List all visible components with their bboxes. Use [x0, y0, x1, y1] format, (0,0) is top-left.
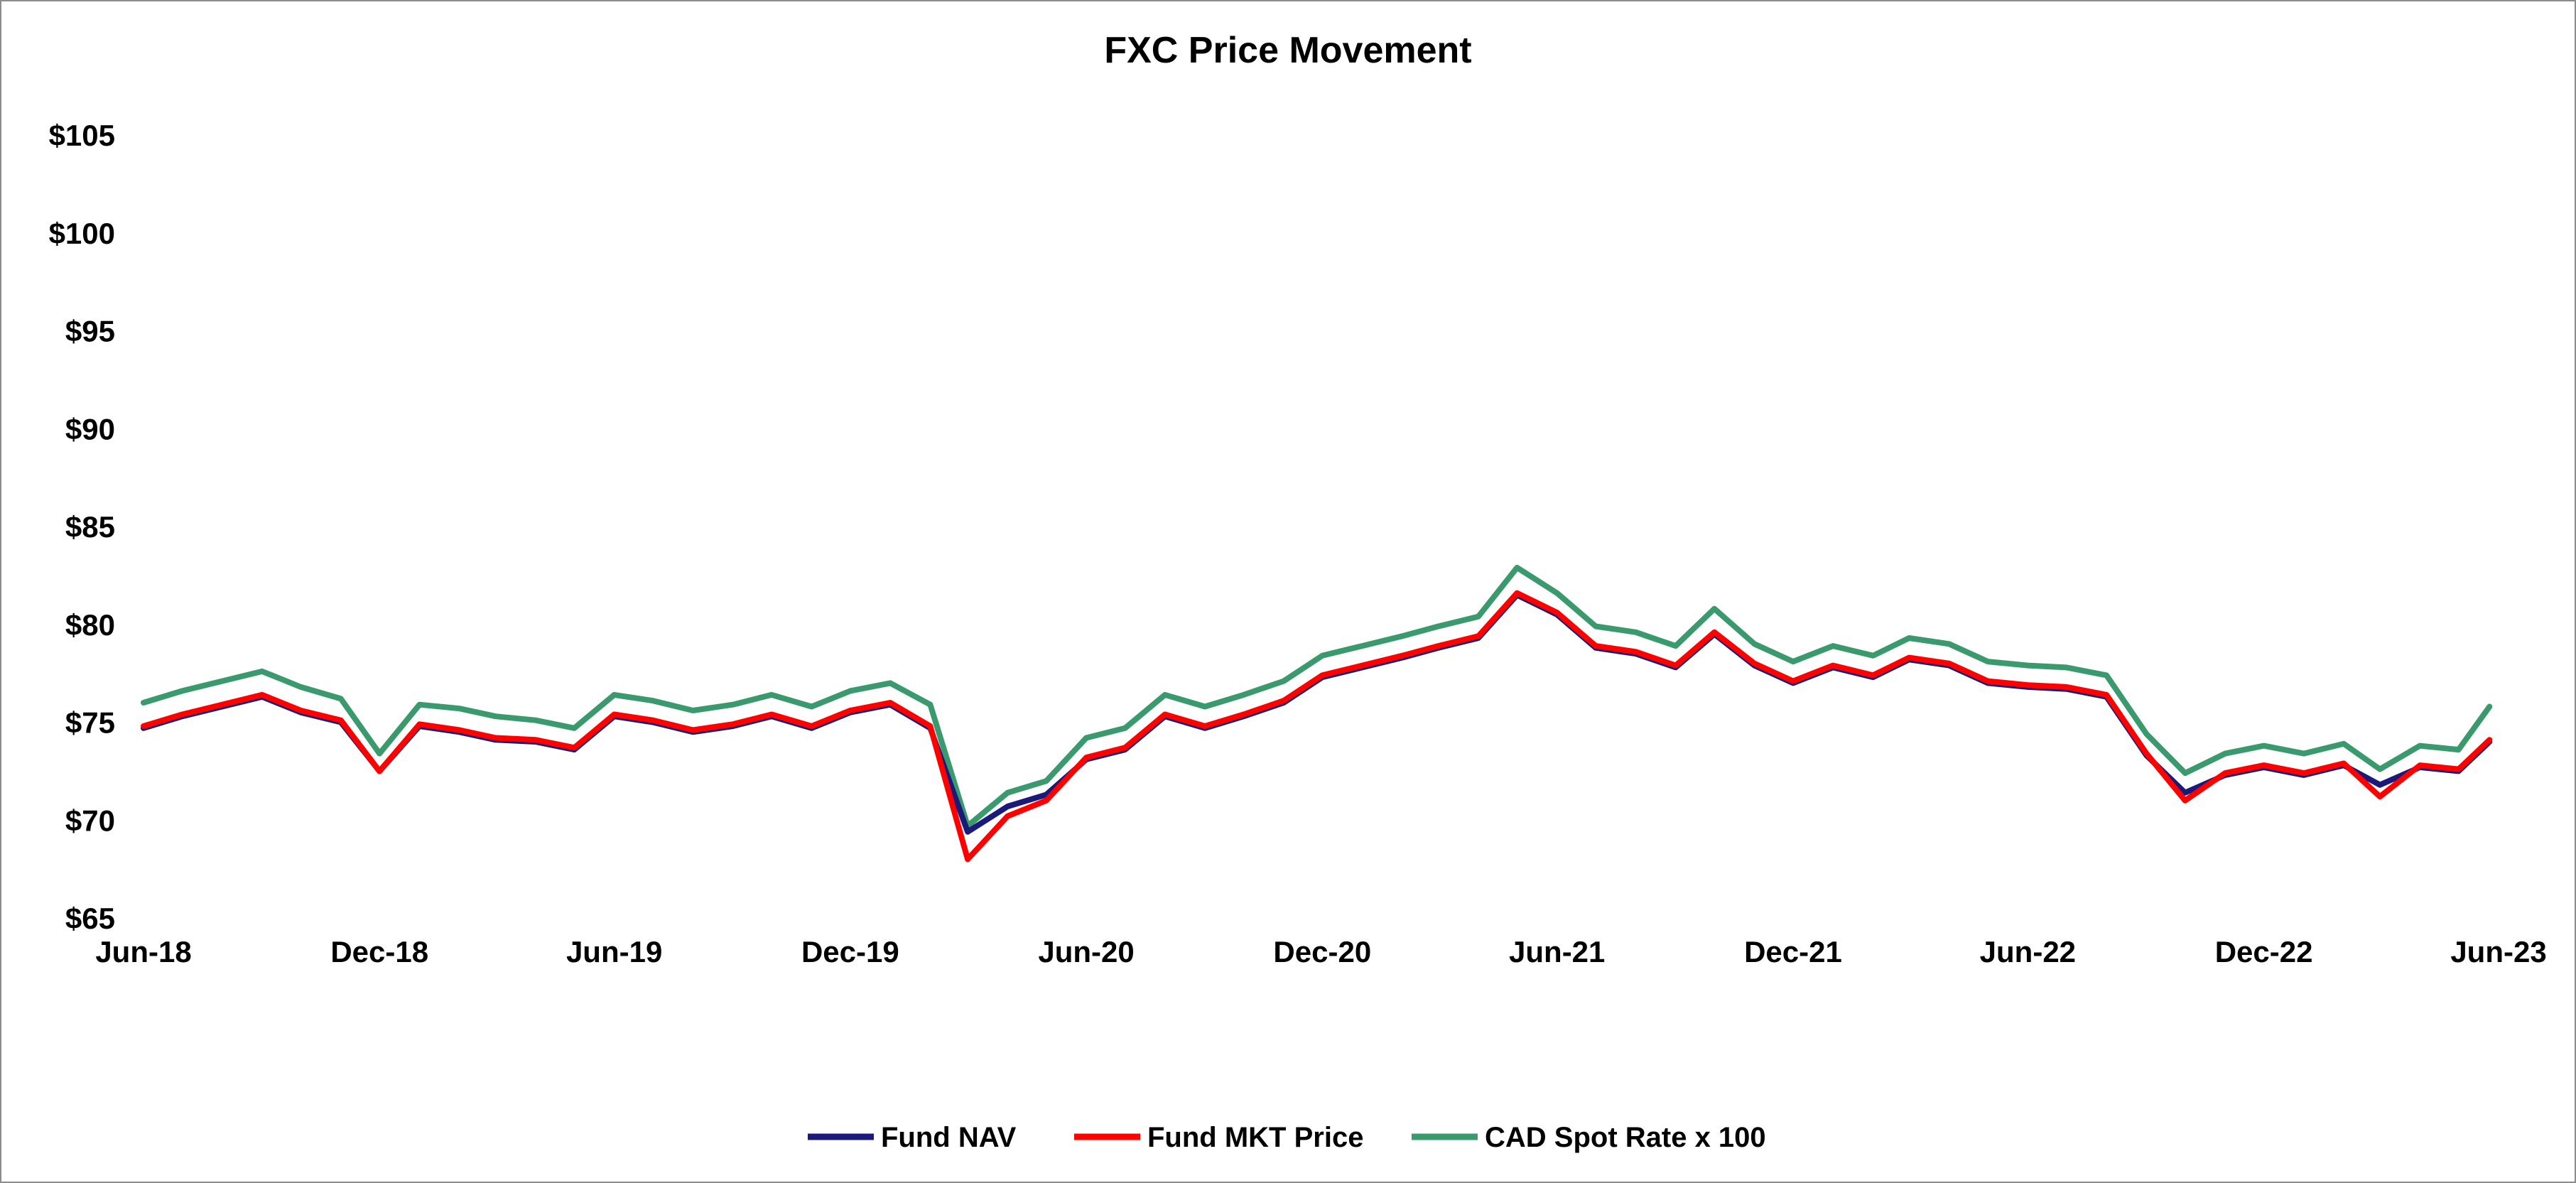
- x-tick-label: Dec-22: [2215, 935, 2313, 968]
- series-layer: [141, 564, 2493, 863]
- x-tick-label: Dec-21: [1744, 935, 1842, 968]
- legend-label-2: CAD Spot Rate x 100: [1485, 1122, 1766, 1153]
- chart-title: FXC Price Movement: [1104, 30, 1471, 71]
- y-tick-label: $100: [49, 217, 115, 250]
- y-tick-label: $75: [65, 706, 115, 740]
- legend-label-0: Fund NAV: [881, 1122, 1017, 1153]
- x-tick-label: Jun-18: [95, 935, 191, 968]
- legend-label-1: Fund MKT Price: [1147, 1122, 1363, 1153]
- y-tick-label: $95: [65, 315, 115, 348]
- y-tick-label: $70: [65, 804, 115, 837]
- x-tick-label: Jun-19: [566, 935, 662, 968]
- y-tick-label: $85: [65, 510, 115, 544]
- x-tick-label: Jun-22: [1980, 935, 2076, 968]
- x-tick-label: Dec-19: [801, 935, 899, 968]
- y-tick-label: $90: [65, 412, 115, 445]
- x-tick-label: Jun-20: [1038, 935, 1134, 968]
- y-tick-label: $80: [65, 608, 115, 642]
- series-line-2: [141, 564, 2493, 829]
- y-tick-label: $105: [49, 119, 115, 152]
- x-axis-ticks: Jun-18 Dec-18 Jun-19 Dec-19 Jun-20 Dec-20 Jun-…: [95, 935, 2546, 968]
- x-tick-label: Dec-18: [330, 935, 428, 968]
- y-axis-ticks: $65 $70 $75 $80 $85 $90 $95 $100 $105: [49, 119, 115, 935]
- series-line-1: [141, 590, 2493, 863]
- x-tick-label: Dec-20: [1273, 935, 1371, 968]
- x-tick-label: Jun-21: [1509, 935, 1605, 968]
- y-tick-label: $65: [65, 902, 115, 935]
- legend: Fund NAV Fund MKT Price CAD Spot Rate x 10…: [808, 1122, 1766, 1153]
- x-tick-label: Jun-23: [2450, 935, 2546, 968]
